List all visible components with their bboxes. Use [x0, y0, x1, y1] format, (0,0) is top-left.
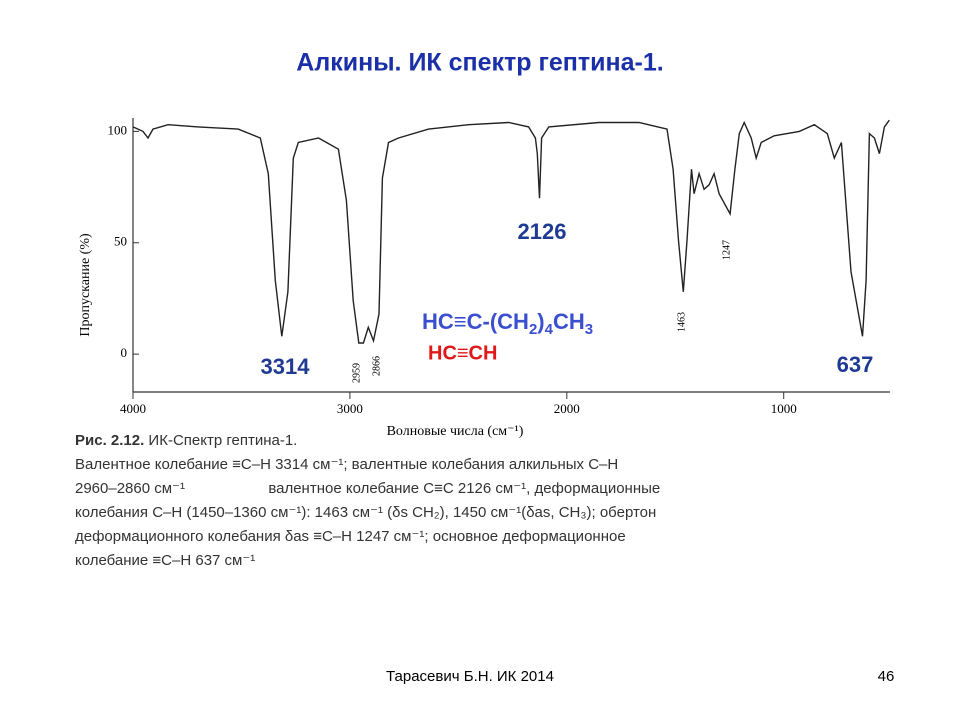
spectrum-line: [132, 119, 890, 344]
caption-line: колебания C–H (1450–1360 см⁻¹): 1463 см⁻…: [75, 504, 656, 521]
formula-part: CH: [553, 309, 585, 334]
caption-label: Рис. 2.12.: [75, 432, 144, 449]
minor-peak-label: 1463: [676, 312, 687, 332]
x-tick-label: 3000: [337, 401, 363, 416]
minor-peak-label: 1247: [721, 240, 732, 260]
page-number: 46: [878, 668, 895, 685]
footer-text: Тарасевич Б.Н. ИК 2014: [386, 668, 554, 685]
x-tick-label: 2000: [554, 401, 580, 416]
peak-label: 637: [837, 352, 874, 377]
x-axis-label: Волновые числа (см⁻¹): [387, 424, 524, 439]
minor-peak-label: 2959: [351, 363, 362, 383]
peak-label: 2126: [518, 219, 567, 244]
minor-peak-label: 2866: [371, 356, 382, 376]
formula-part: HC≡C-(CH: [422, 309, 529, 334]
caption-text: ИК-Спектр гептина-1.: [144, 432, 297, 449]
formula-part: 3: [585, 321, 593, 338]
y-axis-label: Пропускание (%): [78, 233, 93, 337]
y-tick-label: 0: [121, 345, 128, 360]
x-tick-label: 1000: [771, 401, 797, 416]
y-tick-label: 100: [108, 122, 128, 137]
formula-2: HC≡CH: [428, 342, 497, 364]
caption-line: колебание ≡C–H 637 см⁻¹: [75, 552, 255, 569]
formula-part: 4: [545, 321, 554, 338]
formula-part: 2: [529, 321, 537, 338]
formula: HC≡C-(CH2)4CH3: [422, 309, 593, 338]
formula-part: ): [537, 309, 544, 334]
x-tick-label: 4000: [120, 401, 146, 416]
caption-title: Рис. 2.12. ИК-Спектр гептина-1.: [75, 432, 297, 449]
caption-line: Валентное колебание ≡C–H 3314 см⁻¹; вале…: [75, 456, 618, 473]
slide-title: Алкины. ИК спектр гептина-1.: [296, 49, 663, 77]
y-tick-label: 50: [114, 234, 127, 249]
peak-label: 3314: [261, 354, 311, 379]
caption-line: 2960–2860 см⁻¹ валентное колебание C≡C 2…: [75, 480, 660, 497]
caption-line: деформационного колебания δas ≡C–H 1247 …: [75, 528, 626, 545]
